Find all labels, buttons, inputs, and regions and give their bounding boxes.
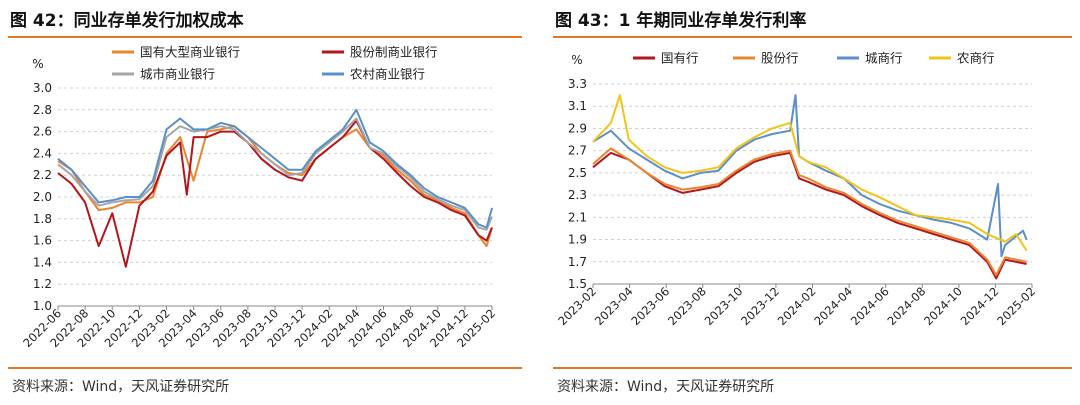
legend-label: 股份制商业银行 bbox=[350, 45, 438, 60]
x-tick-label: 2024-10 bbox=[921, 284, 965, 328]
x-tick-label: 2024-04 bbox=[811, 284, 855, 328]
source-rule bbox=[553, 367, 1072, 369]
x-tick-label: 2023-10 bbox=[702, 284, 746, 328]
series-line bbox=[57, 125, 493, 248]
y-tick-label: 2.3 bbox=[568, 188, 587, 202]
source-note: 资料来源：Wind，天风证券研究所 bbox=[12, 379, 230, 395]
y-tick-label: 1.4 bbox=[33, 255, 52, 269]
legend-label: 农商行 bbox=[957, 51, 995, 66]
y-axis-unit-label: % bbox=[571, 53, 582, 67]
y-tick-label: 2.5 bbox=[568, 166, 587, 180]
title-rule bbox=[8, 36, 522, 38]
legend-label: 城商行 bbox=[865, 51, 903, 66]
source-rule bbox=[8, 367, 522, 369]
chart-panel-left: 图 42：同业存单发行加权成本 % 3.0 2.8 2.6 2.4 2.2 2.0 1.8 1.… bbox=[0, 0, 530, 405]
title-rule bbox=[553, 36, 1072, 38]
x-tick-label: 2024-08 bbox=[884, 284, 928, 328]
y-tick-label: 1.8 bbox=[33, 212, 52, 226]
series-line bbox=[57, 117, 493, 231]
y-tick-label: 3.1 bbox=[568, 99, 587, 113]
y-tick-label: 3.0 bbox=[33, 81, 52, 95]
legend-label: 农村商业银行 bbox=[350, 67, 425, 82]
y-tick-label: 1.9 bbox=[568, 233, 587, 247]
x-tick-label: 2024-02 bbox=[775, 284, 819, 328]
legend-label: 股份行 bbox=[761, 51, 799, 66]
x-tick-label: 2023-06 bbox=[628, 284, 672, 328]
line-chart-left: %3.02.82.62.42.22.01.81.61.41.21.02022-0… bbox=[20, 45, 498, 351]
source-note: 资料来源：Wind，天风证券研究所 bbox=[557, 379, 775, 395]
series-line bbox=[57, 108, 493, 229]
legend-label: 城市商业银行 bbox=[140, 67, 215, 82]
series-line bbox=[592, 147, 1027, 277]
chart-title: 图 42：同业存单发行加权成本 bbox=[10, 11, 244, 31]
y-axis-unit-label: % bbox=[32, 57, 43, 71]
y-tick-label: 2.0 bbox=[33, 190, 52, 204]
x-tick-label: 2023-08 bbox=[665, 284, 709, 328]
series-line bbox=[57, 119, 493, 268]
y-tick-label: 2.7 bbox=[568, 144, 587, 158]
y-tick-label: 3.3 bbox=[568, 77, 587, 91]
y-tick-label: 1.6 bbox=[33, 234, 52, 248]
chart-panel-right: 图 43：1 年期同业存单发行利率 % 3.3 3.1 2.9 2.7 2.5 2.3 2.1… bbox=[545, 0, 1080, 405]
y-tick-label: 2.8 bbox=[33, 103, 52, 117]
y-tick-label: 2.1 bbox=[568, 210, 587, 224]
y-tick-label: 1.7 bbox=[568, 255, 587, 269]
legend-label: 国有行 bbox=[661, 51, 699, 66]
x-tick-label: 2024-06 bbox=[848, 284, 892, 328]
y-tick-label: 2.2 bbox=[33, 168, 52, 182]
series-line bbox=[592, 151, 1027, 280]
chart-title: 图 43：1 年期同业存单发行利率 bbox=[555, 11, 807, 31]
x-tick-label: 2024-12 bbox=[958, 284, 1002, 328]
y-tick-label: 1.5 bbox=[568, 277, 587, 291]
y-tick-label: 2.4 bbox=[33, 146, 52, 160]
y-tick-label: 2.6 bbox=[33, 125, 52, 139]
x-tick-label: 2023-04 bbox=[592, 284, 636, 328]
line-chart-right: %3.33.12.92.72.52.32.11.91.71.52023-0220… bbox=[555, 51, 1038, 329]
y-tick-label: 2.9 bbox=[568, 121, 587, 135]
legend-label: 国有大型商业银行 bbox=[140, 45, 240, 60]
series-line bbox=[592, 94, 1028, 252]
x-tick-label: 2025-02 bbox=[994, 284, 1038, 328]
series-line bbox=[592, 94, 1028, 258]
y-tick-label: 1.2 bbox=[33, 277, 52, 291]
y-tick-label: 1.0 bbox=[33, 299, 52, 313]
x-tick-label: 2023-12 bbox=[738, 284, 782, 328]
